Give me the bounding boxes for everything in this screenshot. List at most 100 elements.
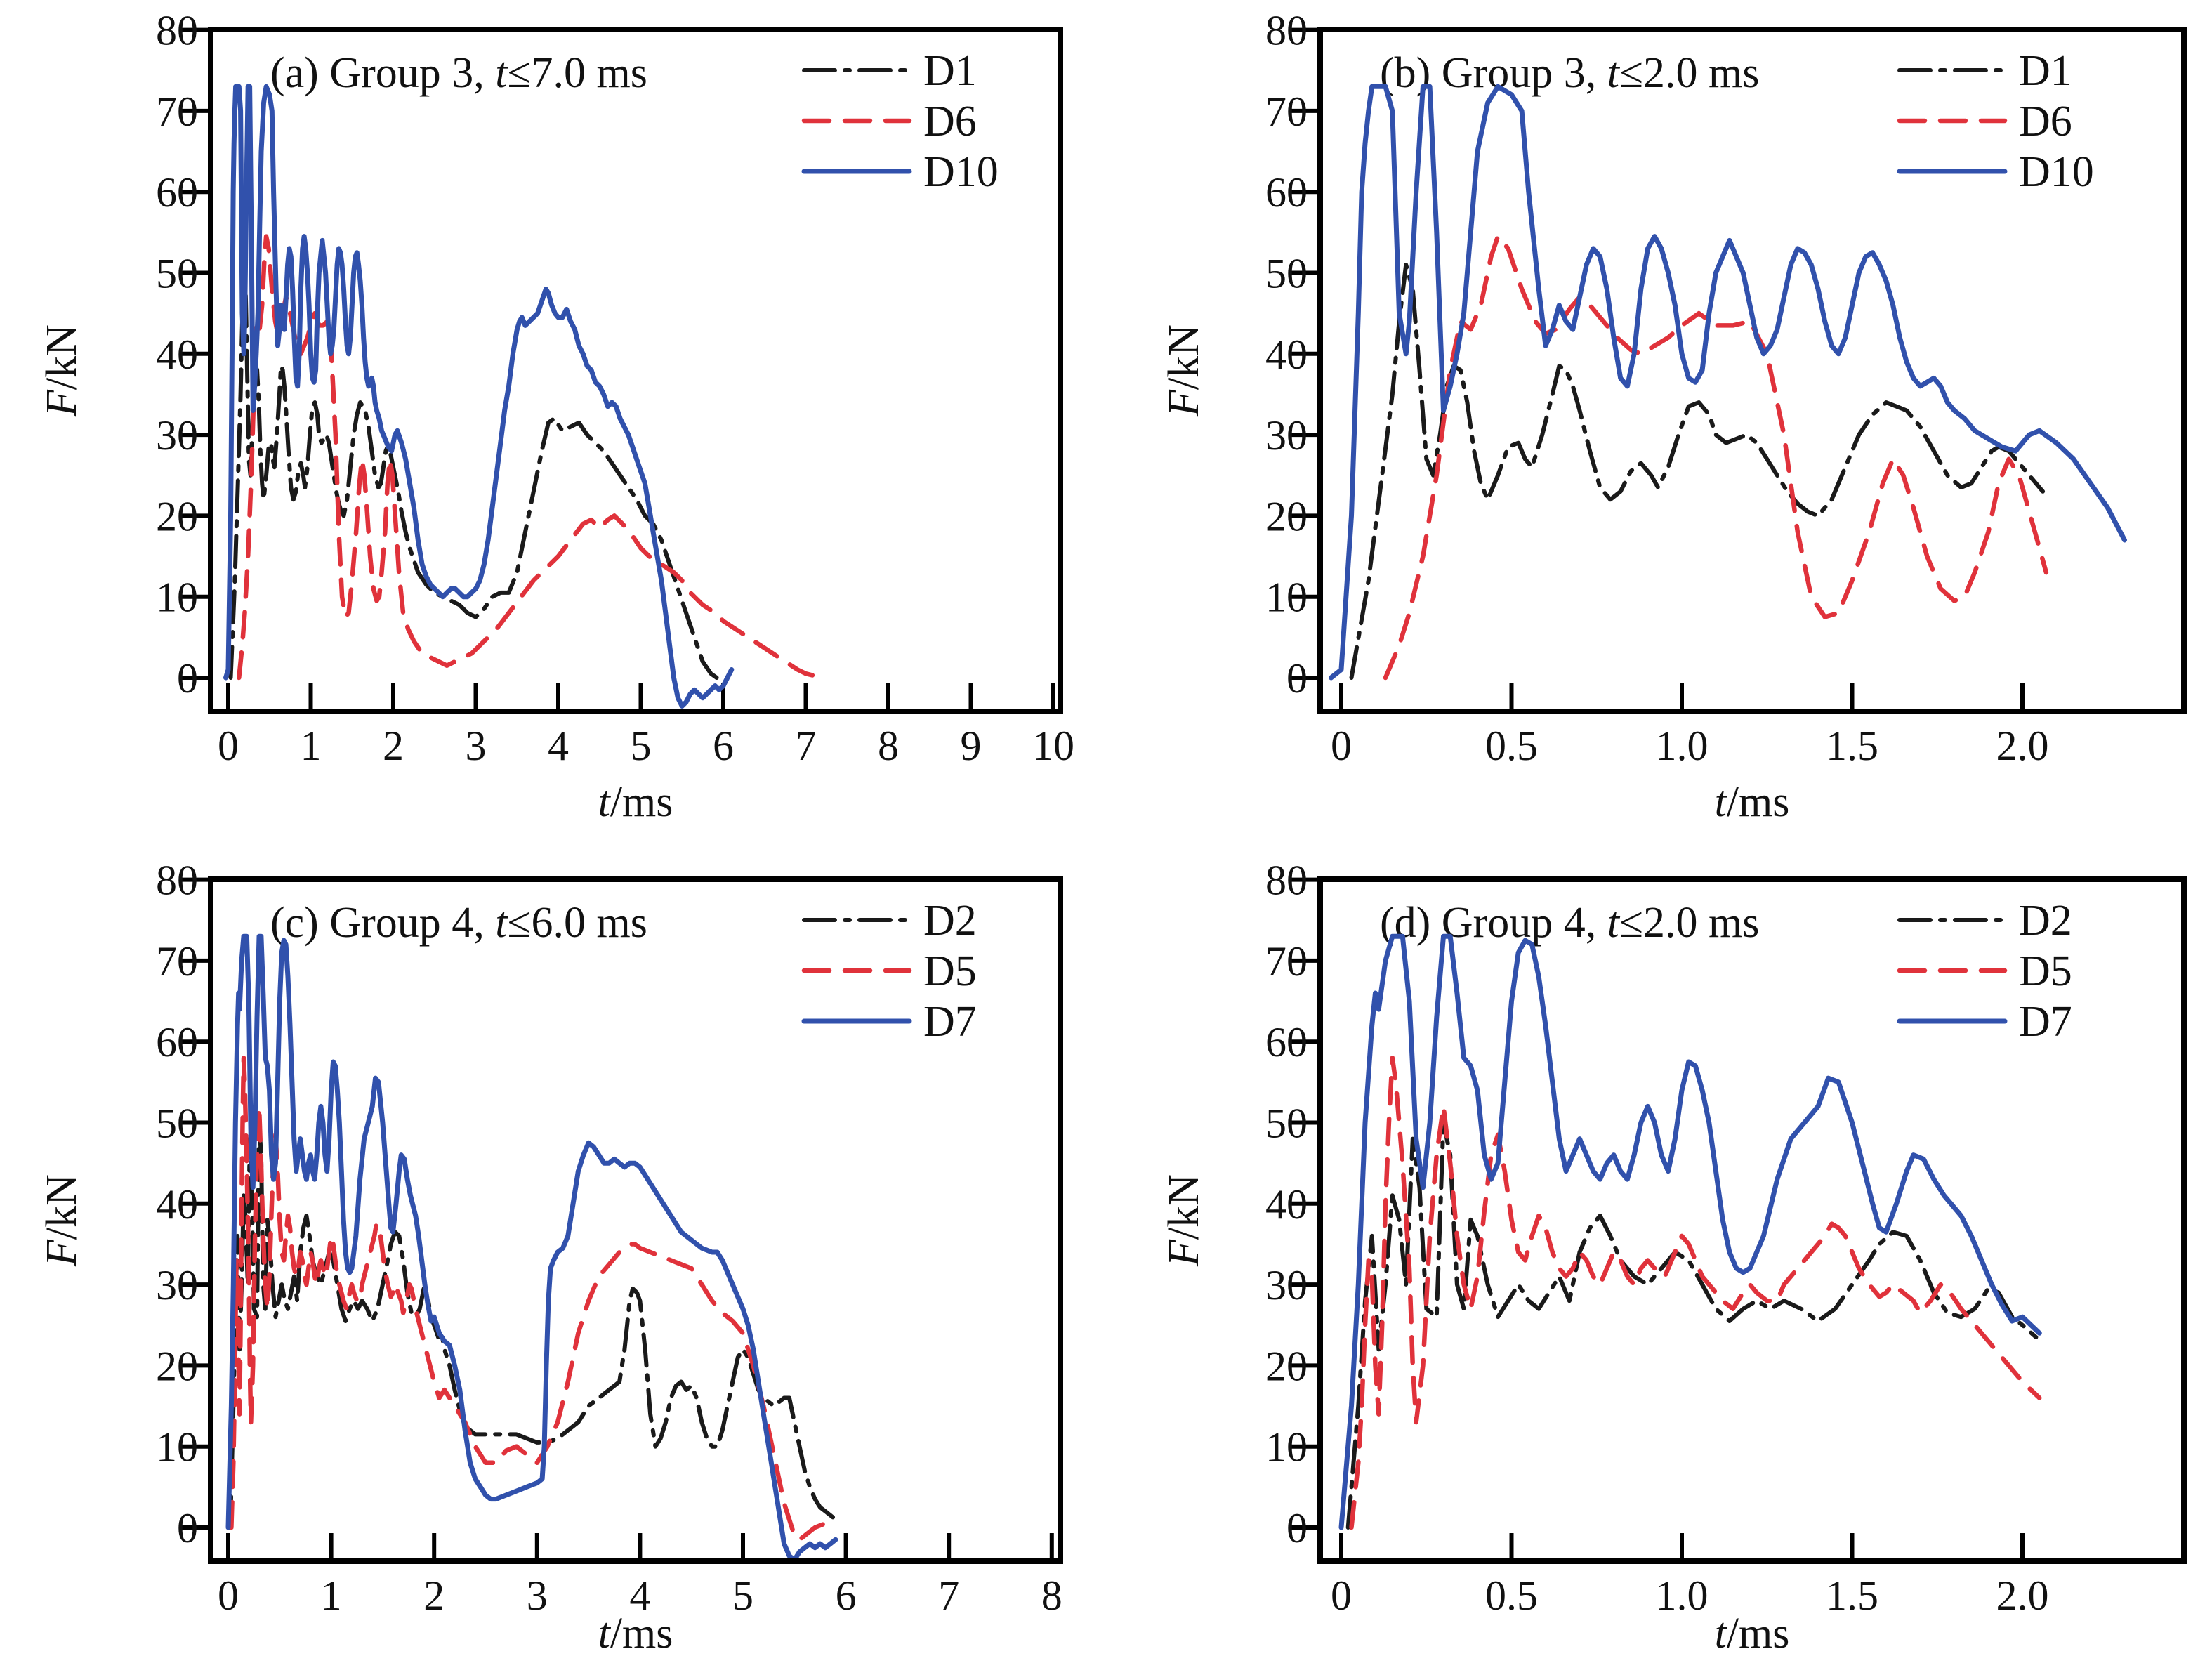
panel-b-y-tick-label: 20 bbox=[1265, 493, 1308, 539]
legend-label-d10: D10 bbox=[923, 148, 999, 196]
panel-c-x-tick-label: 7 bbox=[938, 1572, 959, 1619]
panel-d-title: (d) Group 4, t≤2.0 ms bbox=[1380, 899, 1759, 947]
panel-a-x-tick-label: 5 bbox=[631, 723, 652, 769]
panel-a-y-tick-label: 10 bbox=[156, 574, 198, 621]
panel-d-frame bbox=[1317, 876, 2187, 1564]
panel-d-x-axis-label: t/ms bbox=[1715, 1610, 1790, 1656]
panel-c-x-axis-label: t/ms bbox=[598, 1610, 673, 1656]
legend-label-d10: D10 bbox=[2019, 148, 2094, 196]
series-line-d5 bbox=[1349, 1056, 2042, 1530]
panel-c-x-tick-label: 2 bbox=[423, 1572, 445, 1619]
panel-c-y-tick-label: 0 bbox=[177, 1505, 198, 1551]
panel-c-x-tick-label: 3 bbox=[527, 1572, 548, 1619]
legend-label-d5: D5 bbox=[2019, 947, 2072, 995]
series-line-d1 bbox=[228, 263, 719, 680]
panel-d-curves bbox=[1338, 933, 2042, 1530]
panel-b-y-tick-label: 80 bbox=[1265, 8, 1308, 54]
panel-c-frame bbox=[208, 876, 1063, 1564]
series-line-d2 bbox=[1345, 1120, 2039, 1530]
panel-d-x-tick-label: 1.0 bbox=[1656, 1572, 1709, 1619]
panel-a-x-tick-label: 4 bbox=[548, 723, 569, 769]
panel-a-y-tick-label: 80 bbox=[156, 8, 198, 54]
panel-a-curves bbox=[223, 84, 815, 709]
panel-d-y-tick-label: 30 bbox=[1265, 1262, 1308, 1308]
panel-b-curves bbox=[1329, 84, 2127, 681]
legend-item-d10: D10 bbox=[1897, 148, 2094, 196]
panel-c-x-tick-label: 1 bbox=[321, 1572, 342, 1619]
panel-c-y-tick-label: 60 bbox=[156, 1019, 198, 1065]
panel-b-x-axis-label: t/ms bbox=[1715, 778, 1790, 826]
panel-a-x-tick-label: 3 bbox=[466, 723, 487, 769]
panel-a-x-tick-label: 0 bbox=[218, 723, 239, 769]
panel-c-x-tick-label: 0 bbox=[218, 1572, 239, 1619]
series-line-d5 bbox=[229, 1056, 836, 1542]
panel-c-y-tick-label: 10 bbox=[156, 1424, 198, 1471]
series-line-d1 bbox=[1349, 263, 2046, 680]
legend-item-d10: D10 bbox=[801, 148, 999, 196]
panel-b-y-tick-label: 40 bbox=[1265, 331, 1308, 378]
panel-b-frame bbox=[1317, 27, 2187, 714]
panel-a-y-tick-label: 0 bbox=[177, 655, 198, 702]
series-line-d2 bbox=[228, 1120, 838, 1530]
legend-label-d2: D2 bbox=[923, 897, 977, 945]
panel-d-x-tick-label: 2.0 bbox=[1996, 1572, 2049, 1619]
legend-item-d1: D1 bbox=[1897, 47, 2072, 95]
panel-a: 0 1 2 3 4 5 6 7 8 9 10 0 10 20 30 40 50 60 70 80 t/ms F/kN (a)… bbox=[38, 8, 1074, 826]
panel-c-y-tick-label: 20 bbox=[156, 1343, 198, 1389]
panel-a-y-tick-label: 50 bbox=[156, 251, 198, 297]
panel-d-y-tick-label: 0 bbox=[1286, 1505, 1308, 1551]
panel-c-y-axis-label: F/kN bbox=[38, 1174, 86, 1267]
panel-b: 0 0.5 1.0 1.5 2.0 0 10 20 30 40 50 60 70 80 t/ms F/kN (b… bbox=[1160, 8, 2187, 826]
panel-d-y-axis-label: F/kN bbox=[1160, 1174, 1208, 1267]
legend-item-d2: D2 bbox=[802, 897, 977, 945]
panel-b-x-tick-label: 2.0 bbox=[1996, 723, 2049, 769]
legend-item-d6: D6 bbox=[1897, 98, 2072, 145]
panel-c-y-tick-label: 50 bbox=[156, 1100, 198, 1147]
panel-a-frame bbox=[208, 27, 1063, 714]
panel-c-curves bbox=[225, 933, 838, 1558]
series-line-d10 bbox=[223, 84, 735, 709]
panel-b-x-tick-label: 1.0 bbox=[1656, 723, 1709, 769]
panel-a-y-tick-label: 30 bbox=[156, 412, 198, 459]
panel-c-x-tick-label: 5 bbox=[732, 1572, 753, 1619]
panel-a-x-tick-label: 6 bbox=[713, 723, 734, 769]
panel-a-x-tick-label: 7 bbox=[796, 723, 817, 769]
panel-d-y-tick-label: 50 bbox=[1265, 1100, 1308, 1147]
panel-a-x-tick-label: 10 bbox=[1032, 723, 1074, 769]
panel-d-y-tick-label: 80 bbox=[1265, 857, 1308, 904]
panel-c-x-tick-label: 6 bbox=[836, 1572, 857, 1619]
panel-d-x-tick-label: 0.5 bbox=[1485, 1572, 1538, 1619]
panel-a-title: (a) Group 3, t≤7.0 ms bbox=[270, 49, 647, 97]
panel-c-y-tick-label: 70 bbox=[156, 938, 198, 985]
panel-d: 0 0.5 1.0 1.5 2.0 0 10 20 30 40 50 60 70 80 t/ms F/kN (d… bbox=[1160, 857, 2187, 1656]
panel-d-y-tick-label: 70 bbox=[1265, 938, 1308, 985]
series-line-d10 bbox=[1329, 84, 2127, 681]
panel-a-x-tick-label: 8 bbox=[878, 723, 899, 769]
series-line-d7 bbox=[1338, 933, 2042, 1530]
legend-label-d6: D6 bbox=[923, 98, 977, 145]
panel-d-y-tick-label: 20 bbox=[1265, 1343, 1308, 1389]
legend-label-d1: D1 bbox=[2019, 47, 2072, 95]
panel-c-x-tick-label: 8 bbox=[1041, 1572, 1062, 1619]
series-line-d6 bbox=[1383, 234, 2049, 681]
legend-label-d7: D7 bbox=[923, 998, 977, 1046]
panel-c-y-tick-label: 30 bbox=[156, 1262, 198, 1308]
panel-a-y-tick-label: 70 bbox=[156, 88, 198, 135]
panel-d-y-tick-label: 10 bbox=[1265, 1424, 1308, 1471]
panel-a-y-tick-label: 20 bbox=[156, 493, 198, 539]
panel-c-y-tick-label: 40 bbox=[156, 1181, 198, 1228]
legend-label-d2: D2 bbox=[2019, 897, 2072, 945]
series-line-d7 bbox=[225, 933, 838, 1558]
panel-b-y-tick-label: 10 bbox=[1265, 574, 1308, 621]
panel-b-y-tick-label: 30 bbox=[1265, 412, 1308, 459]
panel-b-x-tick-label: 0 bbox=[1331, 723, 1352, 769]
panel-d-y-tick-label: 60 bbox=[1265, 1019, 1308, 1065]
panel-a-x-tick-label: 2 bbox=[383, 723, 404, 769]
panel-c-x-tick-label: 4 bbox=[629, 1572, 650, 1619]
panel-b-y-axis-label: F/kN bbox=[1160, 324, 1208, 417]
panel-a-y-tick-label: 40 bbox=[156, 331, 198, 378]
legend-label-d7: D7 bbox=[2019, 998, 2072, 1046]
panel-a-y-tick-label: 60 bbox=[156, 169, 198, 216]
